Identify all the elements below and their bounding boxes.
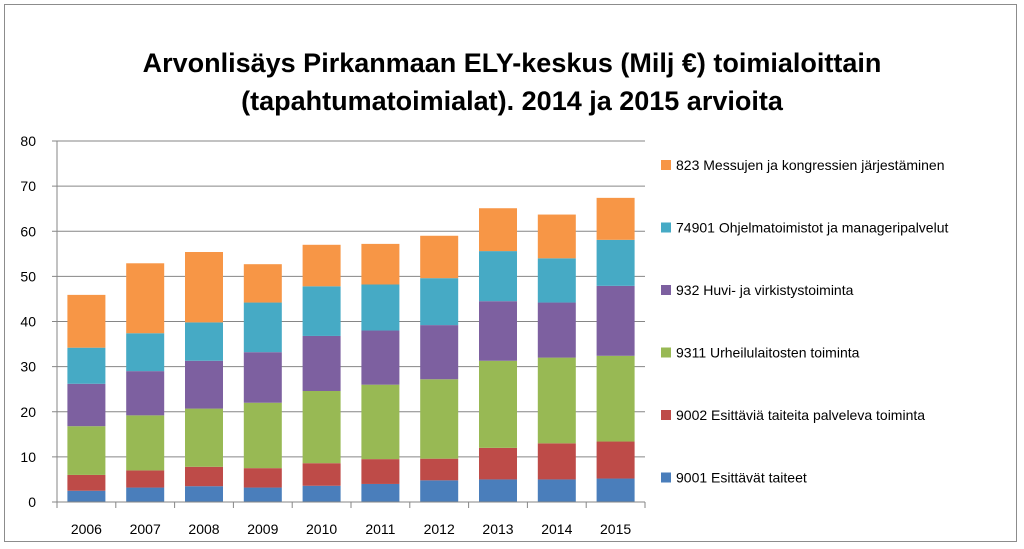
bar-segment	[67, 474, 106, 491]
y-tick-label: 0	[28, 494, 36, 510]
y-tick-label: 50	[20, 268, 36, 284]
bar-segment	[185, 322, 223, 361]
x-tick-label: 2006	[71, 521, 102, 537]
y-tick-label: 10	[20, 449, 36, 465]
legend-swatch	[661, 472, 671, 483]
bar-segment	[67, 490, 106, 502]
legend-swatch	[661, 410, 671, 420]
bar-segment	[537, 443, 576, 480]
bar-segment	[67, 383, 106, 427]
bar-segment	[420, 458, 459, 481]
bar-segment	[302, 390, 341, 464]
bar-segment	[302, 286, 341, 336]
bar-segment	[243, 468, 282, 488]
bar-segment	[537, 214, 576, 259]
x-tick-label: 2011	[365, 521, 395, 537]
bar-segment	[361, 483, 400, 502]
x-tick-label: 2014	[541, 521, 572, 537]
bar-segment	[185, 360, 223, 409]
x-tick-label: 2015	[600, 521, 631, 537]
bar-segment	[185, 466, 223, 487]
bar-segment	[302, 463, 341, 486]
chart-title-line-1: Arvonlisäys Pirkanmaan ELY-keskus (Milj …	[142, 48, 882, 78]
legend: 823 Messujen ja kongressien järjestämine…	[661, 157, 948, 486]
bar-segment	[596, 285, 635, 356]
bar-segment	[126, 470, 165, 488]
legend-swatch	[661, 285, 671, 295]
x-tick-label: 2013	[482, 521, 513, 537]
bar-segment	[537, 258, 576, 303]
legend-label: 9311 Urheilulaitosten toiminta	[676, 345, 860, 361]
x-tick-label: 2009	[247, 521, 278, 537]
y-tick-label: 40	[20, 314, 36, 330]
bar-segment	[596, 478, 635, 502]
bar-segment	[420, 235, 459, 279]
bar-segment	[420, 325, 459, 380]
bar-segment	[361, 384, 400, 460]
legend-swatch	[661, 347, 671, 358]
bar-segment	[479, 479, 517, 502]
bar-segment	[126, 415, 165, 471]
x-tick-label: 2008	[188, 521, 219, 537]
legend-swatch	[661, 160, 671, 170]
bar-segment	[126, 487, 165, 502]
y-tick-label: 70	[20, 178, 36, 194]
bar-segment	[185, 486, 223, 502]
legend-label: 823 Messujen ja kongressien järjestämine…	[676, 157, 944, 173]
bar-segment	[185, 252, 223, 323]
bar-segment	[67, 347, 106, 384]
bar-segment	[537, 479, 576, 502]
x-tick-label: 2007	[130, 521, 161, 537]
y-tick-label: 60	[20, 223, 36, 239]
bar-segment	[361, 284, 400, 331]
bar-segment	[361, 243, 400, 285]
legend-label: 9001 Esittävät taiteet	[676, 470, 807, 486]
chart-title: Arvonlisäys Pirkanmaan ELY-keskus (Milj …	[0, 44, 1024, 120]
bar-segment	[126, 371, 165, 416]
bar-segment	[479, 447, 517, 480]
bar-segment	[420, 480, 459, 502]
bar-segment	[537, 357, 576, 444]
bar-segment	[479, 251, 517, 302]
bars	[67, 197, 635, 502]
bar-segment	[243, 264, 282, 303]
chart-title-line-2: (tapahtumatoimialat). 2014 ja 2015 arvio…	[241, 86, 783, 116]
axes: 0 10 20 30 40 50 60 70 80 2006 2007 2008 2009 2010 201…	[20, 133, 646, 537]
bar-segment	[479, 360, 517, 448]
bar-segment	[243, 402, 282, 469]
bar-segment	[420, 278, 459, 326]
bar-segment	[302, 485, 341, 502]
y-tick-label: 20	[20, 404, 36, 420]
legend-swatch	[661, 222, 671, 233]
legend-label: 932 Huvi- ja virkistystoiminta	[676, 282, 854, 298]
bar-segment	[126, 263, 165, 334]
bar-segment	[185, 408, 223, 467]
y-tick-label: 30	[20, 359, 36, 375]
bar-segment	[479, 208, 517, 252]
bar-segment	[243, 487, 282, 502]
bar-segment	[126, 333, 165, 372]
bar-segment	[67, 294, 106, 348]
bar-segment	[479, 301, 517, 361]
bar-segment	[361, 459, 400, 484]
bar-segment	[596, 441, 635, 479]
bar-segment	[596, 355, 635, 442]
legend-label: 9002 Esittäviä taiteita palveleva toimin…	[676, 407, 925, 423]
bar-segment	[243, 352, 282, 403]
bar-segment	[302, 335, 341, 391]
x-tick-label: 2010	[306, 521, 337, 537]
bar-segment	[243, 302, 282, 353]
x-tick-label: 2012	[424, 521, 455, 537]
bar-segment	[596, 239, 635, 286]
bar-segment	[537, 302, 576, 358]
y-tick-label: 80	[20, 133, 36, 149]
bar-segment	[67, 426, 106, 475]
bar-segment	[596, 197, 635, 240]
bar-segment	[302, 244, 341, 287]
bar-segment	[361, 330, 400, 385]
legend-label: 74901 Ohjelmatoimistot ja manageripalvel…	[676, 220, 948, 236]
bar-segment	[420, 379, 459, 459]
